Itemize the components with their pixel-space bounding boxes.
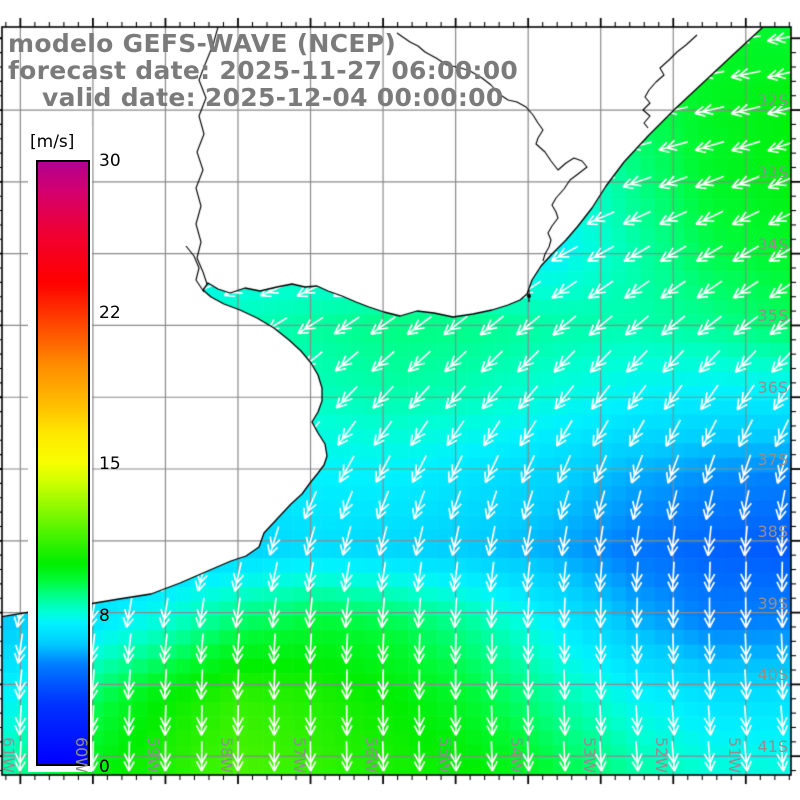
- model-title: modelo GEFS-WAVE (NCEP): [8, 29, 397, 58]
- lat-label-39S: 39S: [757, 593, 788, 613]
- colorbar-unit-label: [m/s]: [30, 132, 75, 152]
- lon-label-61W: 61W: [0, 737, 19, 774]
- lon-label-57W: 57W: [289, 737, 309, 774]
- colorbar-tick-22: 22: [99, 303, 121, 323]
- lat-label-34S: 34S: [757, 234, 788, 254]
- lon-label-54W: 54W: [507, 737, 527, 774]
- lon-label-59W: 59W: [144, 737, 164, 774]
- lat-label-33S: 33S: [757, 162, 788, 182]
- lat-label-41S: 41S: [757, 737, 788, 757]
- valid-date: valid date: 2025-12-04 00:00:00: [42, 83, 504, 112]
- lat-label-40S: 40S: [757, 665, 788, 685]
- lat-label-32S: 32S: [757, 91, 788, 111]
- colorbar-tick-30: 30: [99, 151, 121, 171]
- colorbar-tick-8: 8: [99, 606, 110, 626]
- colorbar-tick-15: 15: [99, 454, 121, 474]
- lon-label-51W: 51W: [724, 737, 744, 774]
- lat-label-35S: 35S: [757, 306, 788, 326]
- colorbar-gradient: [36, 160, 90, 766]
- colorbar-tick-0: 0: [99, 757, 110, 777]
- lat-label-37S: 37S: [757, 450, 788, 470]
- lat-label-38S: 38S: [757, 521, 788, 541]
- forecast-date: forecast date: 2025-11-27 06:00:00: [8, 56, 519, 85]
- lon-label-58W: 58W: [216, 737, 236, 774]
- lon-label-52W: 52W: [652, 737, 672, 774]
- lon-label-60W: 60W: [71, 737, 91, 774]
- lat-label-36S: 36S: [757, 378, 788, 398]
- lon-label-55W: 55W: [434, 737, 454, 774]
- lon-label-56W: 56W: [362, 737, 382, 774]
- lon-label-53W: 53W: [579, 737, 599, 774]
